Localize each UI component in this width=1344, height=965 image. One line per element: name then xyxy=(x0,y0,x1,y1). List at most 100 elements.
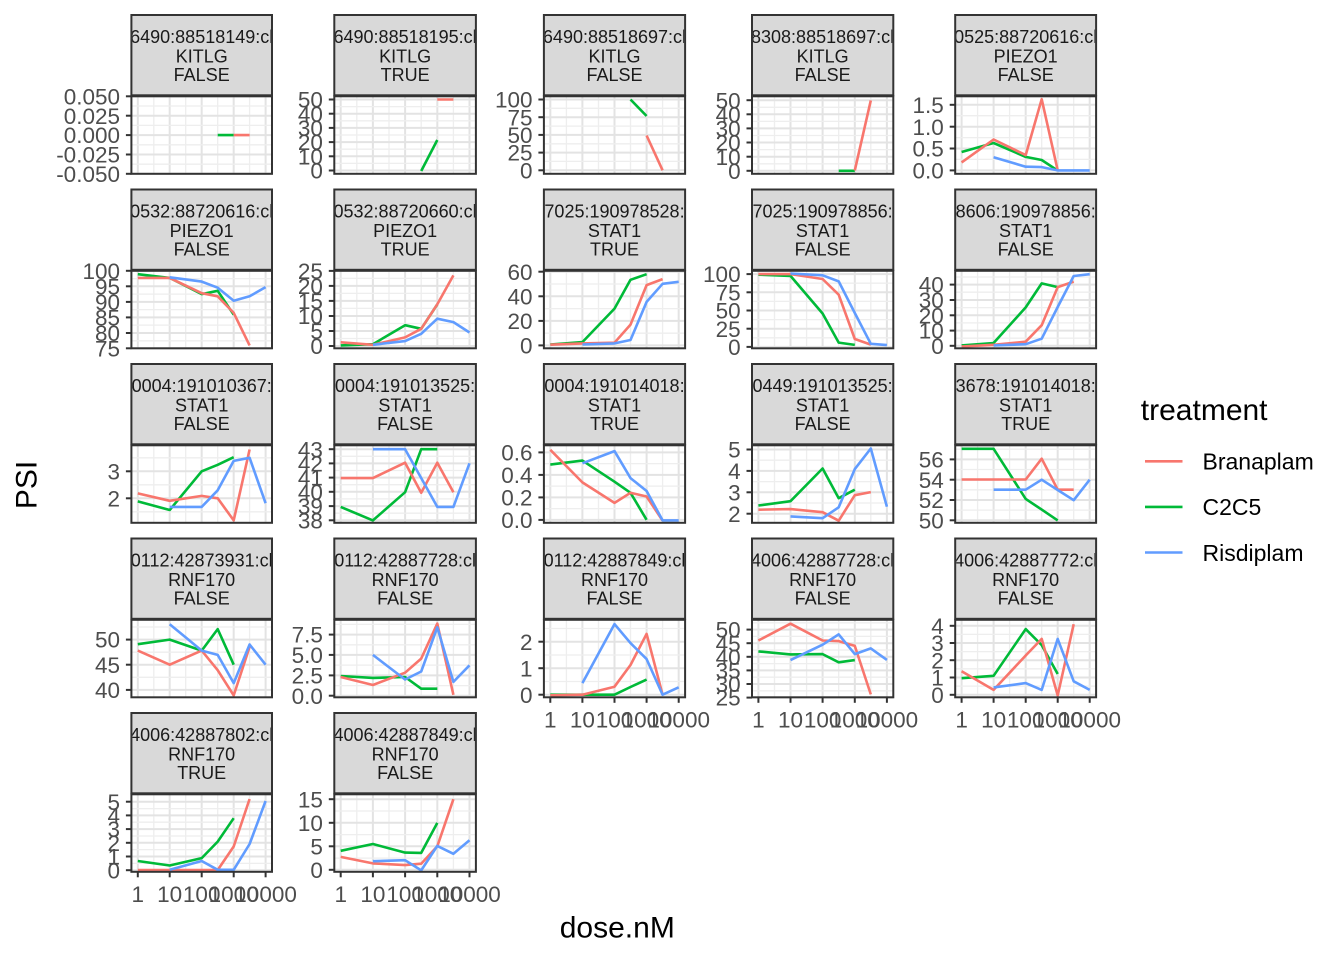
svg-text:3: 3 xyxy=(728,480,741,505)
svg-text:4006:42887802:cl: 4006:42887802:cl xyxy=(130,725,273,745)
svg-text:50: 50 xyxy=(507,123,532,148)
svg-text:TRUE: TRUE xyxy=(590,414,639,434)
svg-text:FALSE: FALSE xyxy=(586,65,642,85)
svg-text:15: 15 xyxy=(298,787,323,812)
svg-text:FALSE: FALSE xyxy=(377,763,433,783)
svg-text:10000: 10000 xyxy=(856,708,919,733)
svg-text:0112:42887728:cl: 0112:42887728:cl xyxy=(334,550,476,570)
svg-text:KITLG: KITLG xyxy=(797,46,849,66)
svg-text:FALSE: FALSE xyxy=(998,589,1054,609)
svg-text:30: 30 xyxy=(298,116,323,141)
svg-text:30: 30 xyxy=(716,672,741,697)
svg-text:5.0: 5.0 xyxy=(292,643,323,668)
svg-text:STAT1: STAT1 xyxy=(999,395,1052,415)
svg-text:0.5: 0.5 xyxy=(913,137,944,162)
svg-text:STAT1: STAT1 xyxy=(175,395,228,415)
svg-text:1000: 1000 xyxy=(830,708,880,733)
svg-text:3: 3 xyxy=(931,631,944,656)
svg-text:3678:191014018:: 3678:191014018: xyxy=(956,376,1096,396)
svg-text:TRUE: TRUE xyxy=(590,240,639,260)
svg-text:0.0: 0.0 xyxy=(501,508,532,533)
svg-text:20: 20 xyxy=(298,130,323,155)
svg-text:STAT1: STAT1 xyxy=(588,221,641,241)
svg-text:FALSE: FALSE xyxy=(377,414,433,434)
svg-text:25: 25 xyxy=(716,317,741,342)
svg-text:FALSE: FALSE xyxy=(795,414,851,434)
svg-text:FALSE: FALSE xyxy=(174,65,230,85)
svg-text:90: 90 xyxy=(95,290,120,315)
svg-text:5: 5 xyxy=(728,438,741,463)
svg-text:45: 45 xyxy=(716,631,741,656)
svg-text:-0.050: -0.050 xyxy=(56,162,120,187)
svg-text:4006:42887849:cl: 4006:42887849:cl xyxy=(334,725,477,745)
svg-text:54: 54 xyxy=(919,468,944,493)
svg-text:10: 10 xyxy=(778,708,803,733)
svg-text:80: 80 xyxy=(95,321,120,346)
svg-text:25: 25 xyxy=(298,259,323,284)
svg-text:TRUE: TRUE xyxy=(381,65,430,85)
svg-text:STAT1: STAT1 xyxy=(588,395,641,415)
svg-text:75: 75 xyxy=(507,105,532,130)
svg-text:10000: 10000 xyxy=(438,882,501,907)
svg-text:6490:88518697:cl: 6490:88518697:cl xyxy=(543,27,686,47)
svg-text:0: 0 xyxy=(107,858,120,883)
svg-text:100: 100 xyxy=(596,708,634,733)
svg-text:1.5: 1.5 xyxy=(913,93,944,118)
svg-text:100: 100 xyxy=(1007,708,1045,733)
svg-text:40: 40 xyxy=(716,102,741,127)
svg-text:FALSE: FALSE xyxy=(377,589,433,609)
svg-text:PIEZO1: PIEZO1 xyxy=(373,221,437,241)
svg-text:40: 40 xyxy=(507,284,532,309)
svg-text:4: 4 xyxy=(107,804,120,829)
svg-text:0004:191014018:: 0004:191014018: xyxy=(544,376,684,396)
svg-text:35: 35 xyxy=(716,659,741,684)
svg-text:0.000: 0.000 xyxy=(64,123,120,148)
svg-text:FALSE: FALSE xyxy=(174,414,230,434)
svg-text:KITLG: KITLG xyxy=(379,46,431,66)
svg-text:1: 1 xyxy=(955,708,968,733)
svg-text:1: 1 xyxy=(107,845,120,870)
svg-text:100: 100 xyxy=(82,259,120,284)
svg-text:10: 10 xyxy=(298,811,323,836)
svg-text:95: 95 xyxy=(95,274,120,299)
svg-text:39: 39 xyxy=(298,494,323,519)
svg-text:50: 50 xyxy=(298,88,323,113)
svg-text:1000: 1000 xyxy=(622,708,672,733)
svg-text:0.025: 0.025 xyxy=(64,104,120,129)
svg-text:25: 25 xyxy=(507,141,532,166)
svg-text:0.6: 0.6 xyxy=(501,441,532,466)
svg-text:1: 1 xyxy=(931,666,944,691)
svg-text:50: 50 xyxy=(716,618,741,643)
svg-text:0.050: 0.050 xyxy=(64,84,120,109)
svg-text:KITLG: KITLG xyxy=(588,46,640,66)
svg-text:100: 100 xyxy=(386,882,424,907)
svg-text:10: 10 xyxy=(716,145,741,170)
svg-text:85: 85 xyxy=(95,306,120,331)
svg-text:6490:88518195:cl: 6490:88518195:cl xyxy=(334,27,477,47)
svg-text:2: 2 xyxy=(728,502,741,527)
svg-text:8308:88518697:cl: 8308:88518697:cl xyxy=(751,27,894,47)
svg-text:PSI: PSI xyxy=(11,461,44,509)
svg-text:50: 50 xyxy=(716,88,741,113)
svg-text:RNF170: RNF170 xyxy=(168,744,235,764)
svg-text:0112:42873931:cl: 0112:42873931:cl xyxy=(131,550,273,570)
svg-text:5: 5 xyxy=(310,834,323,859)
svg-text:4: 4 xyxy=(728,459,741,484)
svg-text:10000: 10000 xyxy=(647,708,710,733)
svg-text:10000: 10000 xyxy=(1058,708,1121,733)
svg-text:PIEZO1: PIEZO1 xyxy=(170,221,234,241)
svg-text:0.4: 0.4 xyxy=(501,463,532,488)
svg-text:10: 10 xyxy=(570,708,595,733)
svg-text:0.2: 0.2 xyxy=(501,486,532,511)
svg-text:FALSE: FALSE xyxy=(998,65,1054,85)
svg-text:40: 40 xyxy=(919,273,944,298)
svg-text:4006:42887728:cl: 4006:42887728:cl xyxy=(751,550,894,570)
svg-text:STAT1: STAT1 xyxy=(378,395,431,415)
svg-text:1: 1 xyxy=(520,656,533,681)
svg-text:10: 10 xyxy=(981,708,1006,733)
svg-text:1000: 1000 xyxy=(412,882,462,907)
svg-text:10: 10 xyxy=(157,882,182,907)
svg-text:1: 1 xyxy=(334,882,347,907)
svg-text:50: 50 xyxy=(919,508,944,533)
svg-text:0112:42887849:cl: 0112:42887849:cl xyxy=(544,550,686,570)
